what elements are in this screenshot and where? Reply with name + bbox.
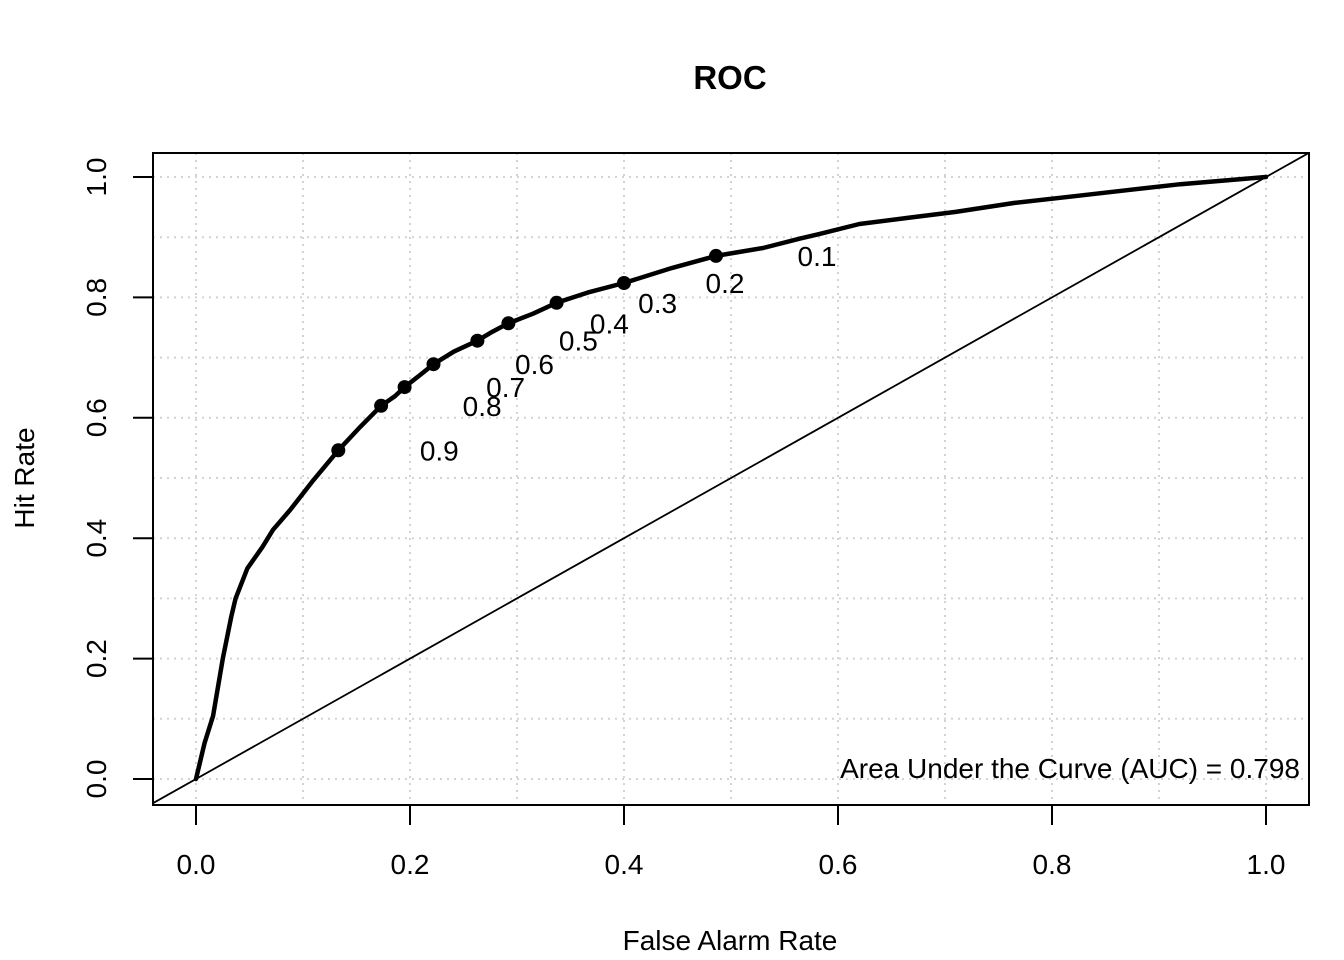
y-tick-label: 0.4 bbox=[81, 519, 112, 558]
plot-box bbox=[152, 152, 1310, 806]
plot-box-rect bbox=[152, 152, 1310, 806]
threshold-point bbox=[549, 295, 564, 310]
y-tick-labels: 0.0 0.2 0.4 0.6 0.8 1.0 bbox=[81, 158, 112, 799]
y-tick-label: 0.2 bbox=[81, 639, 112, 678]
y-tick-label: 0.6 bbox=[81, 398, 112, 437]
x-tick-label: 1.0 bbox=[1247, 849, 1286, 880]
threshold-point bbox=[374, 398, 389, 413]
threshold-points bbox=[331, 248, 723, 458]
x-tick-label: 0.4 bbox=[605, 849, 644, 880]
threshold-point bbox=[397, 380, 412, 395]
y-tick-label: 0.8 bbox=[81, 278, 112, 317]
x-tick-label: 0.8 bbox=[1033, 849, 1072, 880]
threshold-point bbox=[617, 276, 631, 290]
x-tick-label: 0.2 bbox=[391, 849, 430, 880]
threshold-label: 0.6 bbox=[515, 349, 554, 380]
threshold-point bbox=[470, 333, 485, 348]
threshold-point bbox=[426, 357, 441, 372]
x-axis-label: False Alarm Rate bbox=[623, 925, 838, 956]
x-tick-label: 0.6 bbox=[819, 849, 858, 880]
threshold-point bbox=[501, 316, 516, 331]
y-tick-label: 0.0 bbox=[81, 760, 112, 799]
roc-curve bbox=[193, 174, 1269, 782]
threshold-label: 0.8 bbox=[463, 391, 502, 422]
threshold-label: 0.1 bbox=[798, 241, 837, 272]
threshold-label: 0.7 bbox=[486, 372, 525, 403]
threshold-point bbox=[331, 443, 346, 458]
y-tick-label: 1.0 bbox=[81, 158, 112, 197]
threshold-label: 0.5 bbox=[559, 326, 598, 357]
chance-diagonal-line bbox=[152, 152, 1310, 804]
axis-ticks bbox=[133, 176, 1267, 825]
auc-annotation: Area Under the Curve (AUC) = 0.798 bbox=[840, 753, 1300, 784]
threshold-point bbox=[709, 248, 723, 263]
x-tick-labels: 0.0 0.2 0.4 0.6 0.8 1.0 bbox=[177, 849, 1286, 880]
y-axis-label: Hit Rate bbox=[9, 427, 40, 528]
threshold-label: 0.2 bbox=[706, 268, 745, 299]
chance-diagonal bbox=[152, 152, 1310, 804]
threshold-label: 0.4 bbox=[590, 308, 629, 339]
chart-title: ROC bbox=[693, 59, 766, 96]
roc-curve-line bbox=[193, 174, 1269, 782]
threshold-labels: 0.1 0.2 0.3 0.40.50.60.70.80.9 bbox=[420, 241, 837, 466]
threshold-label: 0.9 bbox=[420, 435, 459, 466]
x-tick-label: 0.0 bbox=[177, 849, 216, 880]
threshold-label: 0.3 bbox=[638, 288, 677, 319]
